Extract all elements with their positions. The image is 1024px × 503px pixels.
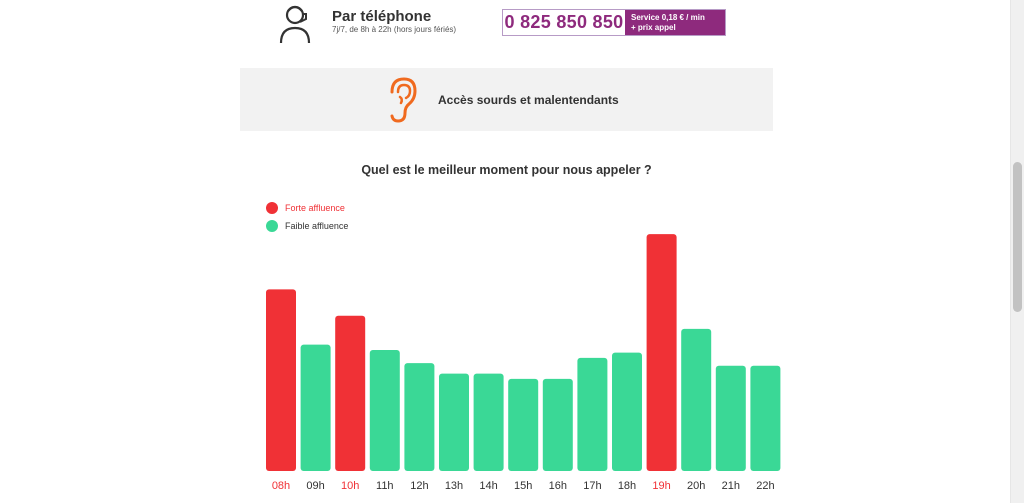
ear-icon bbox=[390, 77, 417, 123]
tick-label-22h: 22h bbox=[756, 480, 774, 492]
legend-dot-low bbox=[266, 220, 278, 232]
tick-label-18h: 18h bbox=[618, 480, 636, 492]
bar-16h bbox=[542, 378, 573, 471]
legend-item-high: Forte affluence bbox=[266, 202, 345, 214]
tick-label-21h: 21h bbox=[722, 480, 740, 492]
tick-label-08h: 08h bbox=[272, 480, 290, 492]
tick-label-10h: 10h bbox=[341, 480, 359, 492]
tick-label-09h: 09h bbox=[306, 480, 324, 492]
bar-18h bbox=[612, 352, 642, 471]
bar-21h bbox=[715, 365, 746, 471]
phone-price-line2: + prix appel bbox=[631, 22, 676, 32]
phone-price-box: Service 0,18 € / min + prix appel bbox=[625, 10, 725, 35]
tick-label-13h: 13h bbox=[445, 480, 463, 492]
tick-label-12h: 12h bbox=[410, 480, 428, 492]
tick-label-17h: 17h bbox=[583, 480, 601, 492]
bar-13h bbox=[439, 373, 469, 471]
bar-19h bbox=[646, 234, 677, 471]
legend-label-low: Faible affluence bbox=[285, 221, 349, 231]
phone-hours: 7j/7, de 8h à 22h (hors jours fériés) bbox=[332, 25, 457, 34]
bar-17h bbox=[577, 357, 608, 471]
bar-22h bbox=[750, 365, 781, 471]
phone-title: Par téléphone bbox=[332, 8, 432, 25]
accessibility-label: Accès sourds et malentendants bbox=[438, 93, 619, 107]
bar-12h bbox=[404, 363, 435, 471]
tick-label-15h: 15h bbox=[514, 480, 532, 492]
tick-label-16h: 16h bbox=[549, 480, 567, 492]
phone-price-line1: Service 0,18 € / min bbox=[631, 12, 705, 22]
tick-label-14h: 14h bbox=[479, 480, 497, 492]
person-headset-icon bbox=[279, 5, 311, 44]
legend-label-high: Forte affluence bbox=[285, 203, 345, 213]
phone-contact-row: Par téléphone 7j/7, de 8h à 22h (hors jo… bbox=[240, 0, 773, 68]
bar-14h bbox=[473, 373, 504, 471]
tick-label-20h: 20h bbox=[687, 480, 705, 492]
chart-title: Quel est le meilleur moment pour nous ap… bbox=[361, 163, 652, 177]
scrollbar[interactable] bbox=[1010, 0, 1024, 503]
accessibility-band[interactable]: Accès sourds et malentendants bbox=[240, 68, 773, 131]
phone-number[interactable]: 0 825 850 850 bbox=[504, 12, 624, 32]
tick-label-11h: 11h bbox=[376, 480, 394, 492]
legend-dot-high bbox=[266, 202, 278, 214]
phone-number-badge[interactable]: 0 825 850 850 Service 0,18 € / min + pri… bbox=[502, 9, 726, 36]
bar-15h bbox=[508, 378, 539, 471]
bar-11h bbox=[369, 349, 400, 471]
tick-label-19h: 19h bbox=[652, 480, 670, 492]
legend-item-low: Faible affluence bbox=[266, 220, 348, 232]
bar-09h bbox=[300, 344, 331, 471]
scrollbar-thumb[interactable] bbox=[1013, 162, 1022, 312]
bar-10h bbox=[335, 315, 366, 471]
bar-20h bbox=[681, 328, 712, 471]
bar-08h bbox=[266, 289, 296, 471]
